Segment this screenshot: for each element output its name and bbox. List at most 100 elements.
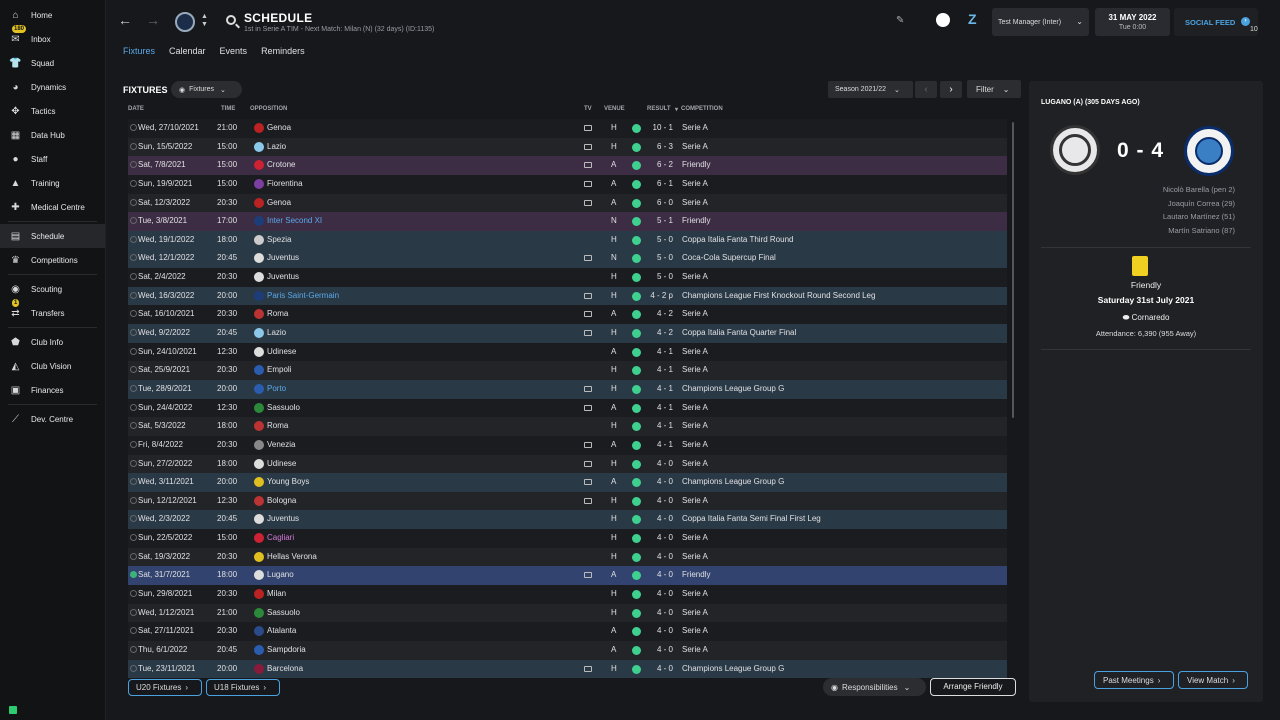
fixture-result[interactable]: 4 - 0 <box>656 533 673 543</box>
opposition-name[interactable]: Roma <box>267 309 289 319</box>
opposition-name[interactable]: Juventus <box>267 253 300 263</box>
fixture-result[interactable]: 5 - 0 <box>656 234 673 244</box>
fixture-row[interactable]: Tue, 28/9/2021 20:00 Porto H 4 - 1 Champions … <box>128 379 1007 399</box>
fixture-competition[interactable]: Serie A <box>682 495 708 505</box>
view-match-button[interactable]: View Match › <box>1178 671 1248 689</box>
fixture-result[interactable]: 4 - 2 <box>656 309 673 319</box>
fixture-competition[interactable]: Friendly <box>682 160 711 170</box>
opposition-name[interactable]: Atalanta <box>267 626 297 636</box>
opposition-name[interactable]: Inter Second XI <box>267 216 323 226</box>
select-checkbox[interactable] <box>130 217 137 225</box>
opposition-name[interactable]: Sampdoria <box>267 644 306 654</box>
fixture-result[interactable]: 4 - 0 <box>656 644 673 654</box>
sidebar-item-dynamics[interactable]: ◕ Dynamics <box>0 75 105 99</box>
fixture-row[interactable]: Sun, 27/2/2022 18:00 Udinese H 4 - 0 Serie A <box>128 454 1007 474</box>
fixture-competition[interactable]: Champions League Group G <box>682 663 785 673</box>
next-season-button[interactable]: › <box>940 81 962 98</box>
fixture-row[interactable]: Wed, 1/12/2021 21:00 Sassuolo H 4 - 0 Serie A <box>128 603 1007 623</box>
fixture-result[interactable]: 4 - 0 <box>656 551 673 561</box>
fixture-result[interactable]: 4 - 0 <box>656 458 673 468</box>
select-checkbox[interactable] <box>130 198 137 206</box>
fixture-competition[interactable]: Serie A <box>682 589 708 599</box>
club-crest-icon[interactable] <box>175 12 195 32</box>
fixture-row[interactable]: Sat, 5/3/2022 18:00 Roma H 4 - 1 Serie A <box>128 417 1007 436</box>
select-checkbox[interactable] <box>130 384 137 392</box>
fixture-row[interactable]: Wed, 16/3/2022 20:00 Paris Saint-Germain H 4… <box>128 286 1007 306</box>
fixture-competition[interactable]: Champions League Group G <box>682 383 785 393</box>
fixture-result[interactable]: 4 - 0 <box>656 514 673 524</box>
column-date[interactable]: DATE <box>128 106 144 112</box>
select-checkbox[interactable] <box>130 235 137 243</box>
fixture-competition[interactable]: Serie A <box>682 551 708 561</box>
opposition-name[interactable]: Cagliari <box>267 533 295 543</box>
u18-fixtures-button[interactable]: U18 Fixtures › <box>206 679 280 696</box>
fixture-competition[interactable]: Serie A <box>682 123 708 132</box>
select-checkbox[interactable] <box>130 403 137 411</box>
fixture-result[interactable]: 4 - 2 <box>656 328 673 338</box>
opposition-name[interactable]: Sassuolo <box>267 607 300 617</box>
z-logo-icon[interactable]: Z <box>968 11 977 27</box>
fixture-competition[interactable]: Serie A <box>682 402 708 412</box>
inter-crest-icon[interactable] <box>1184 126 1234 176</box>
opposition-name[interactable]: Juventus <box>267 272 300 282</box>
opposition-name[interactable]: Lugano <box>267 570 294 580</box>
fixture-result[interactable]: 4 - 0 <box>656 607 673 617</box>
fixture-row[interactable]: Sun, 24/4/2022 12:30 Sassuolo A 4 - 1 Serie A <box>128 398 1007 418</box>
fixture-row[interactable]: Wed, 19/1/2022 18:00 Spezia H 5 - 0 Coppa Ita… <box>128 230 1007 250</box>
select-checkbox[interactable] <box>130 478 137 486</box>
select-checkbox[interactable] <box>130 627 137 635</box>
fixture-result[interactable]: 4 - 1 <box>656 421 673 431</box>
opposition-name[interactable]: Udinese <box>267 458 297 468</box>
fixtures-view-dropdown[interactable]: ◉ Fixtures ⌄ <box>171 81 242 98</box>
fixture-result[interactable]: 5 - 0 <box>656 253 673 263</box>
column-venue[interactable]: VENUE <box>604 106 625 112</box>
fixture-competition[interactable]: Serie A <box>682 533 708 543</box>
sidebar-item-finances[interactable]: ▣ Finances <box>0 378 105 402</box>
fixture-competition[interactable]: Friendly <box>682 570 711 580</box>
fixture-competition[interactable]: Coppa Italia Fanta Third Round <box>682 234 794 244</box>
fixture-row[interactable]: Sun, 22/5/2022 15:00 Cagliari H 4 - 0 Serie A <box>128 529 1007 548</box>
fixture-competition[interactable]: Friendly <box>682 216 711 226</box>
fixture-competition[interactable]: Serie A <box>682 346 708 356</box>
fixture-row[interactable]: Sat, 7/8/2021 15:00 Crotone A 6 - 2 Friendly <box>128 156 1007 175</box>
previous-season-button[interactable]: ‹ <box>915 81 937 98</box>
fixture-result[interactable]: 10 - 1 <box>652 123 673 132</box>
select-checkbox[interactable] <box>130 161 137 169</box>
column-time[interactable]: TIME <box>221 106 236 112</box>
fixture-competition[interactable]: Serie A <box>682 197 708 207</box>
fixture-row[interactable]: Fri, 8/4/2022 20:30 Venezia A 4 - 1 Serie A <box>128 435 1007 455</box>
opposition-name[interactable]: Genoa <box>267 197 292 207</box>
select-checkbox[interactable] <box>130 291 137 299</box>
column-tv[interactable]: TV <box>584 106 592 112</box>
fixture-row[interactable]: Sat, 25/9/2021 20:30 Empoli H 4 - 1 Serie A <box>128 361 1007 380</box>
sidebar-item-scouting[interactable]: ◉ Scouting <box>0 277 105 301</box>
opposition-name[interactable]: Udinese <box>267 346 297 356</box>
fixture-competition[interactable]: Serie A <box>682 626 708 636</box>
sidebar-item-training[interactable]: ▲ Training <box>0 171 105 195</box>
select-checkbox[interactable] <box>130 645 137 653</box>
tab-events[interactable]: Events <box>219 46 248 56</box>
filter-button[interactable]: Filter ⌄ <box>967 80 1021 98</box>
opposition-name[interactable]: Bologna <box>267 495 297 505</box>
opposition-name[interactable]: Young Boys <box>267 477 310 487</box>
fixture-competition[interactable]: Serie A <box>682 141 708 151</box>
fixture-result[interactable]: 4 - 0 <box>656 570 673 580</box>
fixture-result[interactable]: 4 - 0 <box>656 495 673 505</box>
select-checkbox[interactable] <box>130 422 137 430</box>
fixture-row[interactable]: Sun, 12/12/2021 12:30 Bologna H 4 - 0 Serie A <box>128 491 1007 511</box>
tab-reminders[interactable]: Reminders <box>261 46 305 56</box>
fixture-result[interactable]: 4 - 1 <box>656 402 673 412</box>
select-checkbox[interactable] <box>130 534 137 542</box>
fixture-result[interactable]: 6 - 3 <box>656 141 673 151</box>
manager-select[interactable]: Test Manager (Inter) ⌄ <box>992 8 1089 36</box>
opposition-name[interactable]: Barcelona <box>267 663 304 673</box>
fixture-competition[interactable]: Serie A <box>682 178 708 188</box>
fixture-result[interactable]: 6 - 2 <box>656 160 673 170</box>
fixture-result[interactable]: 5 - 1 <box>656 216 673 226</box>
season-dropdown[interactable]: Season 2021/22 ⌄ <box>828 81 913 98</box>
opposition-name[interactable]: Milan <box>267 589 287 599</box>
lugano-crest-icon[interactable] <box>1050 125 1100 175</box>
fixture-row[interactable]: Sun, 24/10/2021 12:30 Udinese A 4 - 1 Serie A <box>128 342 1007 362</box>
tab-fixtures[interactable]: Fixtures <box>123 46 156 56</box>
sidebar-item-squad[interactable]: 👕 Squad <box>0 51 105 75</box>
